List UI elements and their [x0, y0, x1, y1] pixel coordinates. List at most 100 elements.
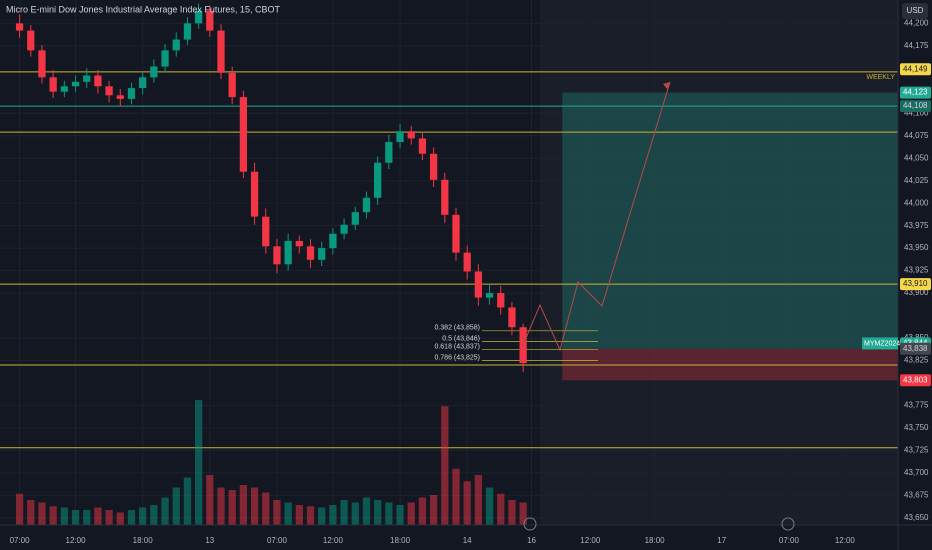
y-tick-label: 43,675 [904, 490, 929, 499]
volume-bar [295, 505, 303, 525]
candle-body [485, 293, 494, 298]
price-tag [900, 374, 931, 387]
candle-body [71, 81, 80, 87]
candle-body [206, 10, 214, 31]
price-tag-label: 44,108 [903, 101, 928, 110]
candle-body [329, 233, 337, 249]
volume-bar [71, 510, 80, 525]
candle-body [441, 179, 449, 215]
candle-body [340, 224, 348, 234]
x-tick-label: 07:00 [10, 536, 31, 545]
volume-bar [452, 468, 460, 525]
volume-bar [127, 510, 136, 525]
x-tick-label: 13 [205, 536, 214, 545]
volume-bar [172, 487, 180, 525]
candle-body [374, 162, 382, 198]
y-tick-label: 43,900 [904, 288, 929, 297]
x-tick-label: 12:00 [580, 536, 601, 545]
goto-icon[interactable] [781, 517, 795, 531]
volume-bar [418, 497, 427, 525]
candle-body [49, 77, 57, 92]
arrow-head [663, 82, 670, 90]
volume-bar [485, 487, 494, 525]
candle-body [497, 293, 505, 308]
currency[interactable]: USD [907, 6, 924, 15]
volume-bar [116, 512, 124, 525]
price-tag-label: 44,123 [903, 88, 928, 97]
candle-body [474, 271, 483, 298]
candle-body [172, 39, 180, 51]
volume-bar [362, 497, 371, 525]
price-tag-label: 43,838 [903, 344, 928, 353]
candle-body [262, 216, 270, 247]
future-area [540, 0, 898, 525]
x-tick-label: 16 [527, 536, 536, 545]
candle-body [519, 327, 527, 364]
volume-bar [463, 481, 471, 525]
x-tick-label: 17 [717, 536, 726, 545]
volume-bar [374, 500, 382, 525]
candle-body [116, 95, 124, 99]
volume-bar [94, 507, 102, 525]
volume-bar [38, 502, 46, 525]
volume-bar [139, 507, 147, 525]
volume-bar [83, 510, 91, 525]
volume-bar [284, 502, 292, 525]
candle-body [60, 86, 68, 92]
y-tick-label: 43,825 [904, 356, 929, 365]
volume-bar [340, 500, 348, 525]
volume-bar [407, 502, 415, 525]
x-tick-label: 18:00 [645, 536, 666, 545]
x-tick-label: 18:00 [390, 536, 411, 545]
candle-body [429, 153, 438, 180]
candle-body [15, 23, 24, 31]
candle-body [295, 240, 303, 247]
y-tick-label: 43,650 [904, 513, 929, 522]
volume-bar [351, 502, 359, 525]
volume-bar [15, 493, 24, 525]
replay-icon[interactable] [523, 517, 537, 531]
price-tag-label: 43,803 [903, 375, 928, 384]
candle-body [318, 248, 326, 260]
candle-body [351, 212, 359, 225]
candle-body [183, 23, 192, 40]
volume-bar [306, 506, 315, 525]
candle-body [284, 240, 292, 265]
y-tick-label: 43,950 [904, 243, 929, 252]
y-tick-label: 44,075 [904, 131, 929, 140]
volume-bar [441, 406, 449, 525]
fib-label: 0.5 (43,846) [442, 335, 480, 342]
volume-bar [262, 492, 270, 525]
candle-body [105, 86, 113, 96]
candle-body [27, 30, 35, 51]
volume-bar [318, 507, 326, 525]
x-tick-label: 07:00 [779, 536, 800, 545]
candle-body [508, 307, 516, 328]
x-tick-label: 12:00 [66, 536, 87, 545]
x-tick-label: 12:00 [835, 536, 856, 545]
candle-body [38, 50, 46, 78]
currency-box[interactable] [902, 3, 928, 19]
volume-bar [239, 485, 248, 525]
price-tag [900, 278, 931, 291]
volume-bar [105, 510, 113, 525]
volume-bar [150, 505, 158, 525]
candle-body [250, 171, 259, 217]
fib-label: 0.382 (43,858) [434, 325, 480, 332]
candle-body [228, 72, 236, 98]
price-tag-label: 43,910 [903, 279, 928, 288]
fib-label: 0.786 (43,825) [434, 354, 480, 361]
chart-title: Micro E-mini Dow Jones Industrial Averag… [6, 4, 280, 14]
projection-path [522, 81, 671, 352]
x-tick-label: 18:00 [133, 536, 154, 545]
y-tick-label: 43,750 [904, 423, 929, 432]
volume-bar [385, 502, 393, 525]
y-tick-label: 43,975 [904, 221, 929, 230]
volume-bar [27, 500, 35, 525]
candle-body [362, 197, 371, 213]
candle-body [161, 50, 169, 67]
volume-bar [250, 487, 259, 525]
candle-body [150, 66, 158, 78]
candle-body [396, 131, 404, 143]
